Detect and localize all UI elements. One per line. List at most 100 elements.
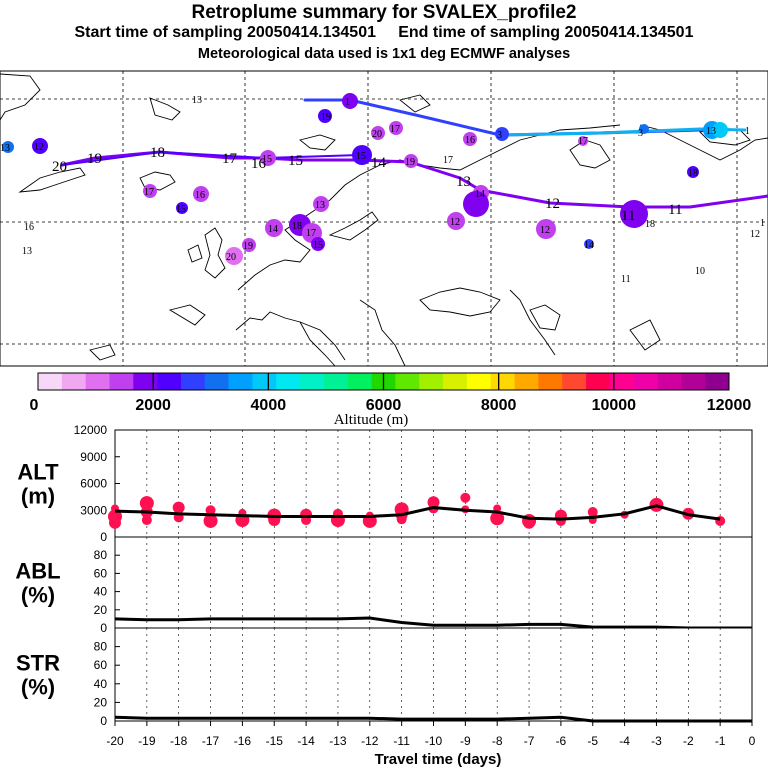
colorbar-cell — [38, 373, 63, 390]
cluster-circle — [2, 141, 14, 153]
time-series-panels: 030006000900012000ALT(m)020406080ABL(%)0… — [15, 423, 755, 768]
colorbar-cell — [157, 373, 182, 390]
altitude-point — [490, 511, 505, 526]
panel-ylabel: STR — [16, 651, 60, 676]
cluster-number: 1 — [760, 218, 765, 229]
x-tick-label: -2 — [683, 734, 694, 748]
y-tick-label: 60 — [94, 566, 108, 580]
cluster-number: 15 — [313, 240, 323, 251]
x-axis: -20 -19 -18 -17 -16 -15 -14 -13 -12 -11 -10 -9 -8 -7-… — [106, 721, 756, 768]
x-axis-title: Travel time (days) — [375, 751, 502, 768]
colorbar-tick: 4000 — [251, 397, 287, 414]
y-tick-label: 3000 — [80, 503, 107, 517]
y-tick-label: 0 — [100, 714, 107, 728]
x-tick-label: -15 — [266, 734, 284, 748]
cluster-circle — [639, 124, 649, 134]
cluster-circle — [318, 109, 332, 123]
day-label: 13 — [456, 174, 471, 190]
abl-line — [114, 616, 752, 630]
cluster-number: 19 — [243, 241, 253, 252]
cluster-number: 13 — [706, 126, 716, 137]
cluster-circle — [265, 219, 283, 237]
cluster-circle — [260, 150, 276, 166]
y-tick-label: 0 — [100, 621, 107, 635]
altitude-point — [109, 516, 121, 529]
y-tick-label: 20 — [94, 603, 108, 617]
cluster-number: 20 — [226, 252, 236, 263]
cluster-circle — [311, 237, 325, 251]
colorbar-cell — [609, 373, 634, 390]
cluster-circle — [143, 184, 157, 198]
cluster-number: 1 — [345, 97, 350, 108]
y-tick-label: 80 — [94, 548, 108, 562]
day-label: 17 — [222, 151, 238, 167]
colorbar-tick: 6000 — [366, 397, 402, 414]
colorbar-cell — [419, 373, 444, 390]
panel-frame — [114, 429, 753, 538]
cluster-number: 3 — [497, 130, 502, 141]
cluster-circle — [536, 219, 556, 239]
cluster-circle — [463, 191, 489, 217]
plume-clusters — [2, 93, 728, 265]
x-tick-label: -13 — [329, 734, 347, 748]
colorbar-tick: 8000 — [481, 397, 517, 414]
day-label: 20 — [52, 159, 67, 175]
cluster-number: 12 — [450, 217, 460, 228]
cluster-number: 14 — [475, 189, 485, 200]
altitude-point — [139, 496, 154, 511]
panel-ylabel: (%) — [21, 583, 55, 608]
altitude-point — [141, 515, 152, 526]
colorbar-cell — [443, 373, 468, 390]
colorbar-cell — [681, 373, 706, 390]
x-tick-label: -18 — [170, 734, 188, 748]
colorbar-cell — [180, 373, 206, 390]
trajectory-day-labels: 20 19 18 17 16 15 14 13 12 11 11 — [52, 145, 682, 224]
cluster-circle — [584, 239, 594, 249]
altitude-point — [587, 507, 598, 518]
panel-ylabel: ABL — [15, 559, 60, 584]
day-label: 15 — [288, 153, 303, 169]
map-grid — [0, 71, 768, 366]
y-tick-label: 80 — [94, 640, 108, 654]
altitude-point — [555, 515, 566, 526]
altitude-point — [460, 492, 471, 503]
colorbar-tick: 0 — [30, 397, 39, 414]
day-label: 12 — [545, 196, 560, 212]
y-tick-label: 0 — [100, 530, 107, 544]
met-data-note: Meteorological data used is 1x1 deg ECMW… — [197, 46, 571, 62]
cluster-circle — [193, 186, 209, 202]
cluster-circle — [620, 200, 648, 228]
cluster-circle — [712, 122, 728, 138]
cluster-number-labels: 13 1 16 20 17 19 3 17 3 13 1 18 13 12 15… — [0, 95, 765, 285]
day-label: 18 — [150, 145, 165, 161]
cluster-circle — [389, 121, 403, 135]
cluster-number: 13 — [22, 246, 32, 257]
x-tick-label: -6 — [556, 734, 567, 748]
colorbar-cell — [395, 373, 420, 390]
cluster-number: 17 — [578, 136, 588, 147]
y-tick-label: 9000 — [80, 450, 107, 464]
colorbar-tick: 10000 — [592, 397, 637, 414]
colorbar-cell — [562, 373, 587, 390]
x-tick-label: -16 — [234, 734, 252, 748]
cluster-number: 15 — [262, 154, 272, 165]
cluster-number: 17 — [144, 187, 154, 198]
x-tick-label: -10 — [425, 734, 443, 748]
cluster-number: 18 — [645, 219, 655, 230]
panel-ylabel: (m) — [21, 484, 55, 509]
sampling-times: Start time of sampling 20050414.134501 E… — [74, 24, 694, 41]
panel-ylabel: ALT — [17, 460, 59, 485]
cluster-number: 13 — [315, 200, 325, 211]
colorbar-cell — [633, 373, 658, 390]
cluster-circle — [463, 132, 477, 146]
x-tick-label: -1 — [715, 734, 726, 748]
y-tick-label: 60 — [94, 658, 108, 672]
cluster-number: 16 — [465, 135, 475, 146]
colorbar-cell — [109, 373, 134, 390]
chart-title: Retroplume summary for SVALEX_profile2 — [191, 2, 577, 23]
colorbar-tick: 12000 — [707, 397, 752, 414]
altitude-point — [172, 501, 185, 514]
altitude-point — [205, 505, 216, 516]
cluster-number: 19 — [405, 157, 415, 168]
